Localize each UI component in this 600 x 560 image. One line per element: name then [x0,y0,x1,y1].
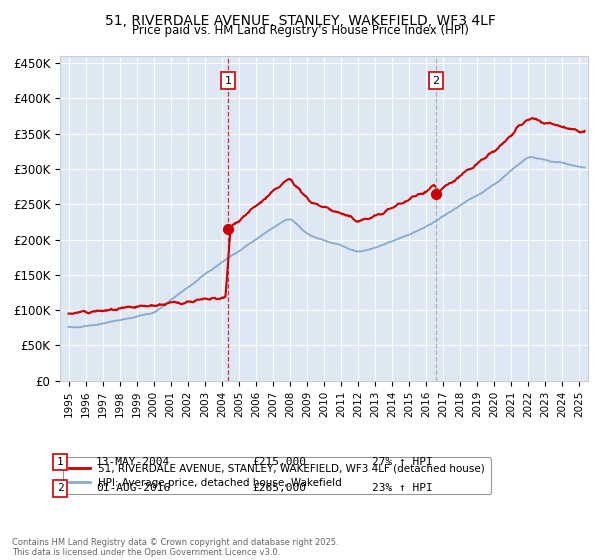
Text: £265,000: £265,000 [252,483,306,493]
Legend: 51, RIVERDALE AVENUE, STANLEY, WAKEFIELD, WF3 4LF (detached house), HPI: Average: 51, RIVERDALE AVENUE, STANLEY, WAKEFIELD… [62,458,491,494]
Text: 23% ↑ HPI: 23% ↑ HPI [372,483,433,493]
Text: 27% ↑ HPI: 27% ↑ HPI [372,457,433,467]
Text: 13-MAY-2004: 13-MAY-2004 [96,457,170,467]
Text: 1: 1 [56,457,64,467]
Text: 01-AUG-2016: 01-AUG-2016 [96,483,170,493]
Text: 2: 2 [433,76,440,86]
Text: 51, RIVERDALE AVENUE, STANLEY, WAKEFIELD, WF3 4LF: 51, RIVERDALE AVENUE, STANLEY, WAKEFIELD… [104,14,496,28]
Text: 1: 1 [224,76,232,86]
Text: Contains HM Land Registry data © Crown copyright and database right 2025.
This d: Contains HM Land Registry data © Crown c… [12,538,338,557]
Text: 2: 2 [56,483,64,493]
Text: £215,000: £215,000 [252,457,306,467]
Text: Price paid vs. HM Land Registry's House Price Index (HPI): Price paid vs. HM Land Registry's House … [131,24,469,37]
